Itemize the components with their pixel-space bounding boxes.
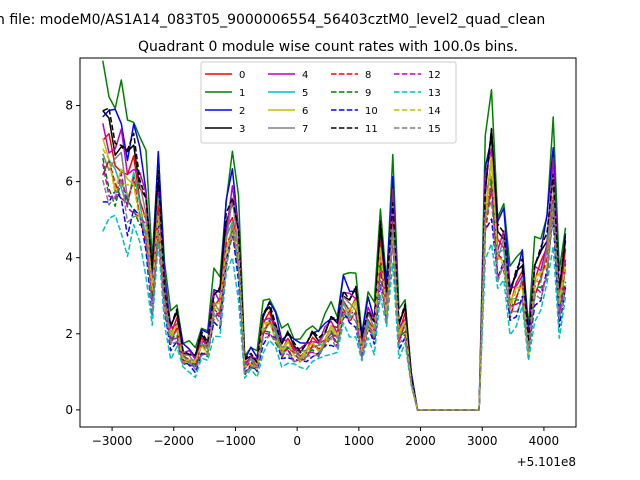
x-tick-label: −2000 [153, 434, 194, 448]
legend-label-2: 2 [239, 106, 245, 117]
x-tick-label: 3000 [467, 434, 498, 448]
y-tick-label: 0 [65, 403, 73, 417]
legend-label-15: 15 [428, 124, 441, 135]
file-suptitle: n file: modeM0/AS1A14_083T05_9000006554_… [0, 12, 545, 28]
legend-label-12: 12 [428, 70, 441, 81]
x-tick-label: −1000 [215, 434, 256, 448]
legend-label-8: 8 [365, 70, 371, 81]
legend-label-13: 13 [428, 88, 441, 99]
series-line-14 [102, 148, 567, 411]
series-line-11 [102, 107, 567, 411]
legend-label-7: 7 [302, 124, 308, 135]
series-layer [102, 60, 567, 411]
x-axis: −3000 −2000 −1000 0 1000 2000 3000 4000 [92, 427, 559, 448]
legend-label-9: 9 [365, 88, 371, 99]
legend-box [200, 61, 457, 144]
series-line-15 [102, 179, 567, 411]
y-tick-label: 8 [65, 99, 73, 113]
legend-label-0: 0 [239, 70, 245, 81]
x-tick-label: 0 [293, 434, 301, 448]
series-line-13 [102, 214, 567, 411]
chart-title: Quadrant 0 module wise count rates with … [138, 39, 518, 55]
legend-label-1: 1 [239, 88, 245, 99]
x-tick-label: −3000 [92, 434, 133, 448]
axes-frame [79, 57, 577, 428]
legend-label-14: 14 [428, 106, 441, 117]
x-tick-label: 2000 [405, 434, 436, 448]
legend-label-4: 4 [302, 70, 308, 81]
y-tick-label: 6 [65, 175, 73, 189]
legend-label-3: 3 [239, 124, 245, 135]
legend-label-11: 11 [365, 124, 378, 135]
x-tick-label: 1000 [344, 434, 375, 448]
legend-label-5: 5 [302, 88, 308, 99]
y-tick-label: 4 [65, 251, 73, 265]
x-offset-label: +5.101e8 [517, 455, 576, 469]
legend-label-10: 10 [365, 106, 378, 117]
y-axis: 0 2 4 6 8 [65, 99, 80, 417]
x-tick-label: 4000 [529, 434, 560, 448]
y-tick-label: 2 [65, 327, 73, 341]
legend-label-6: 6 [302, 106, 308, 117]
